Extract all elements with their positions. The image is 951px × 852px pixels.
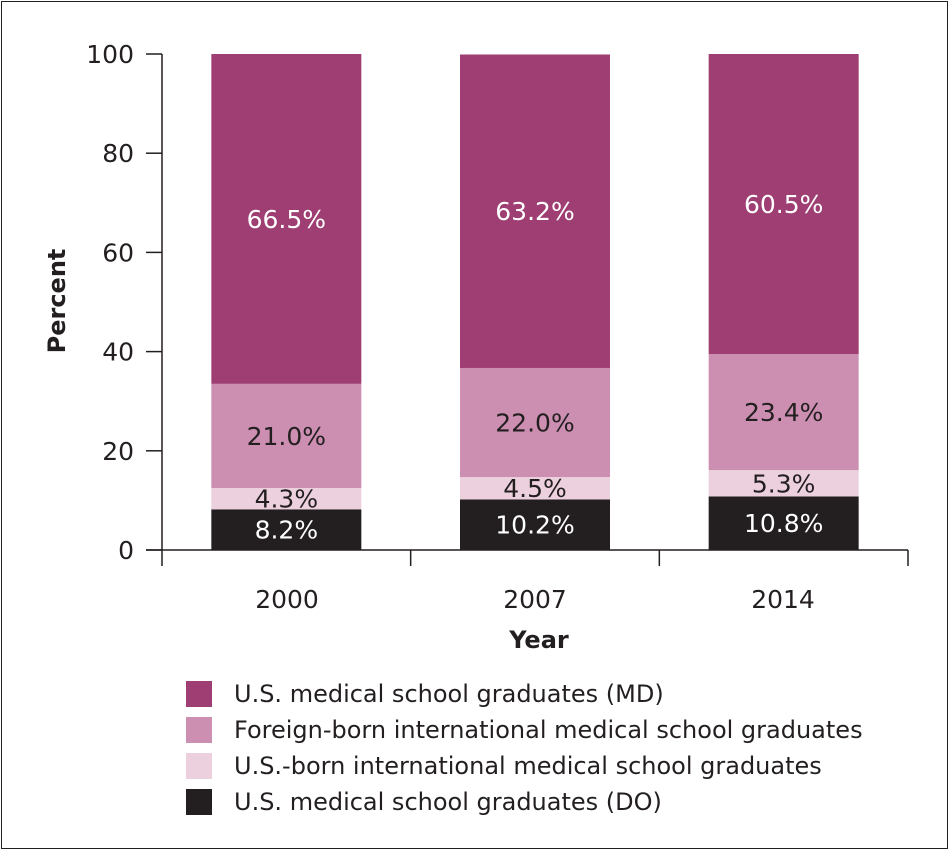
data-label: 10.2% — [495, 511, 574, 540]
bar-segment — [211, 488, 362, 510]
data-label: 66.5% — [247, 205, 326, 234]
data-label: 60.5% — [744, 190, 823, 219]
bar-segment — [708, 470, 859, 497]
x-tick-label: 2007 — [503, 585, 567, 614]
data-label: 63.2% — [495, 197, 574, 226]
bar-segment — [460, 499, 610, 550]
x-tick-label: 2000 — [255, 585, 319, 614]
y-tick-label: 80 — [102, 139, 134, 168]
y-tick-label: 0 — [118, 536, 134, 565]
bar-segment — [708, 496, 859, 550]
legend-item-md: U.S. medical school graduates (MD) — [186, 676, 863, 712]
data-label: 4.3% — [255, 485, 319, 514]
bar-segment — [460, 477, 610, 500]
legend-item-foreign-born-img: Foreign-born international medical schoo… — [186, 712, 863, 748]
y-tick-label: 20 — [102, 437, 134, 466]
x-tick-label: 2014 — [751, 585, 815, 614]
data-labels-layer: 8.2%4.3% 21.0% 66.5% 10.2% 4.5% 22.0% 63.2% 10.… — [247, 190, 824, 545]
legend-swatch — [186, 717, 212, 743]
x-axis-title: Year — [508, 626, 569, 654]
data-label: 5.3% — [752, 469, 816, 498]
legend-label: U.S. medical school graduates (DO) — [234, 788, 662, 816]
bar-segment — [211, 509, 362, 550]
y-tick-label: 40 — [102, 338, 134, 367]
y-tick-label: 100 — [86, 40, 134, 69]
y-tick-label: 60 — [102, 238, 134, 267]
bar-segment — [708, 54, 859, 355]
data-label: 8.2% — [255, 516, 319, 545]
bar-segment — [460, 54, 610, 368]
legend: U.S. medical school graduates (MD) Forei… — [186, 676, 863, 820]
legend-label: U.S. medical school graduates (MD) — [234, 680, 664, 708]
bars-layer — [211, 54, 859, 550]
bar-segment — [211, 54, 362, 384]
bar-segment — [211, 383, 362, 488]
bar-segment — [708, 354, 859, 471]
legend-swatch — [186, 789, 212, 815]
legend-swatch — [186, 753, 212, 779]
axes-layer: 0 20 40 60 80 100 — [86, 40, 909, 566]
data-label: 21.0% — [247, 422, 326, 451]
y-axis-title: Percent — [43, 249, 71, 354]
legend-label: U.S.-born international medical school g… — [234, 752, 822, 780]
data-label: 10.8% — [744, 509, 823, 538]
legend-label: Foreign-born international medical schoo… — [234, 716, 863, 744]
data-label: 23.4% — [744, 398, 823, 427]
legend-item-us-born-img: U.S.-born international medical school g… — [186, 748, 863, 784]
data-label: 4.5% — [503, 474, 567, 503]
legend-item-do: U.S. medical school graduates (DO) — [186, 784, 863, 820]
data-label: 22.0% — [495, 409, 574, 438]
legend-swatch — [186, 681, 212, 707]
bar-segment — [460, 367, 610, 478]
